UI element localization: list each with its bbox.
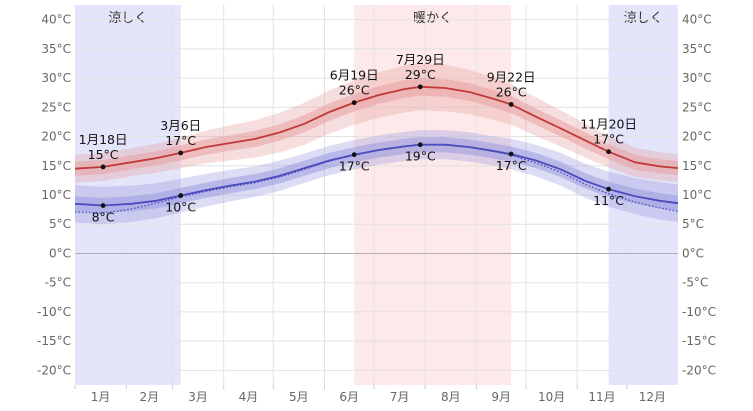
y-tick-label-left: 35°C: [41, 42, 71, 56]
x-tick-label: 12月: [639, 390, 666, 404]
y-tick-label-left: 40°C: [41, 13, 71, 27]
y-tick-label-right: 35°C: [682, 42, 712, 56]
date-label: 7月29日: [396, 52, 445, 67]
y-tick-label-left: -20°C: [37, 363, 71, 377]
data-label: 17°C: [165, 133, 196, 148]
season-label: 暖かく: [413, 11, 452, 26]
y-tick-label-left: 20°C: [41, 130, 71, 144]
x-tick-label: 5月: [289, 390, 309, 404]
data-point: [508, 101, 514, 107]
data-point: [100, 203, 106, 208]
x-tick-label: 7月: [390, 390, 410, 404]
data-label: 26°C: [339, 83, 370, 98]
y-tick-label-left: -10°C: [37, 305, 71, 319]
data-label: 19°C: [405, 149, 436, 164]
y-tick-label-right: 25°C: [682, 100, 712, 114]
y-tick-label-right: -10°C: [682, 305, 716, 319]
x-tick-label: 8月: [441, 390, 461, 404]
data-label: 26°C: [496, 84, 527, 99]
y-tick-label-right: 40°C: [682, 13, 712, 27]
y-tick-label-left: 0°C: [49, 246, 71, 260]
date-label: 3月6日: [160, 118, 201, 133]
x-tick-label: 6月: [339, 390, 359, 404]
x-tick-label: 1月: [91, 390, 111, 404]
data-point: [606, 186, 612, 192]
series-band-outer: [75, 63, 678, 183]
date-label: 9月22日: [487, 69, 536, 84]
data-point: [351, 152, 357, 158]
date-label: 1月18日: [79, 132, 128, 147]
data-label: 11°C: [593, 193, 624, 208]
y-tick-label-left: 10°C: [41, 188, 71, 202]
data-label: 17°C: [339, 159, 370, 174]
data-point: [417, 142, 423, 148]
season-label: 涼しく: [108, 11, 147, 26]
data-label: 29°C: [405, 67, 436, 82]
x-tick-label: 11月: [588, 390, 615, 404]
x-tick-label: 3月: [188, 390, 208, 404]
season-label: 涼しく: [624, 11, 663, 26]
y-tick-label-right: 10°C: [682, 188, 712, 202]
y-tick-label-right: -15°C: [682, 334, 716, 348]
y-tick-label-left: 5°C: [49, 217, 71, 231]
data-label: 17°C: [593, 132, 624, 147]
y-tick-label-left: 15°C: [41, 159, 71, 173]
data-label: 15°C: [88, 147, 119, 162]
date-label: 6月19日: [330, 68, 379, 83]
y-tick-label-right: 5°C: [682, 217, 704, 231]
y-tick-label-left: 25°C: [41, 100, 71, 114]
y-tick-label-left: -15°C: [37, 334, 71, 348]
data-point: [508, 151, 514, 157]
x-tick-label: 10月: [538, 390, 565, 404]
y-tick-label-left: 30°C: [41, 71, 71, 85]
y-tick-label-right: -20°C: [682, 363, 716, 377]
data-point: [417, 84, 423, 90]
series-line: [74, 85, 679, 170]
data-point: [100, 164, 106, 170]
x-tick-label: 4月: [239, 390, 259, 404]
y-tick-label-right: 30°C: [682, 71, 712, 85]
series-band-inner: [75, 78, 678, 176]
data-label: 10°C: [165, 200, 196, 215]
y-tick-label-right: 15°C: [682, 159, 712, 173]
date-label: 11月20日: [580, 117, 637, 132]
data-point: [178, 193, 184, 198]
data-label: 8°C: [92, 210, 115, 225]
data-point: [178, 150, 184, 156]
data-point: [351, 100, 357, 106]
data-point: [606, 149, 612, 155]
data-label: 17°C: [496, 158, 527, 173]
x-tick-label: 2月: [140, 390, 160, 404]
y-tick-label-right: 0°C: [682, 246, 704, 260]
y-tick-label-right: 20°C: [682, 130, 712, 144]
y-tick-label-left: -5°C: [45, 276, 71, 290]
series-band-inner: [75, 137, 678, 214]
series-line: [74, 143, 679, 207]
x-tick-label: 9月: [491, 390, 511, 404]
y-tick-label-right: -5°C: [682, 276, 708, 290]
